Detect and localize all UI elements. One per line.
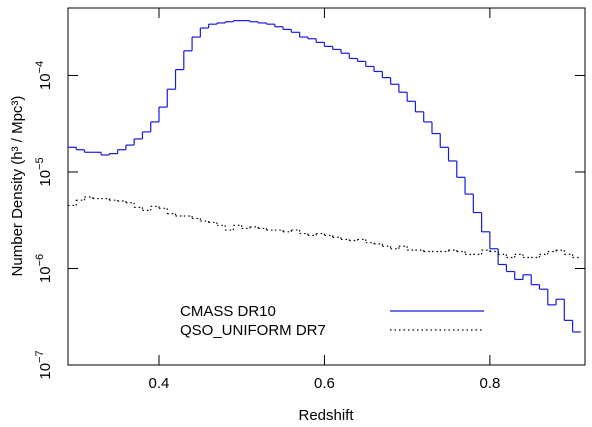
y-tick-label: 10−7: [34, 350, 54, 379]
legend-label: QSO_UNIFORM DR7: [180, 322, 326, 339]
plot-frame: [67, 7, 586, 366]
y-axis-label: Number Density (h³ / Mpc³): [9, 96, 26, 277]
x-tick-label: 0.8: [479, 375, 500, 392]
y-tick-label: 10−6: [34, 254, 54, 283]
y-tick-label: 10−4: [34, 61, 54, 90]
y-tick-label: 10−5: [34, 157, 54, 186]
x-tick-label: 0.4: [149, 375, 170, 392]
x-tick-label: 0.6: [314, 375, 335, 392]
x-axis-label: Redshift: [298, 407, 354, 424]
legend-label: CMASS DR10: [180, 303, 276, 320]
